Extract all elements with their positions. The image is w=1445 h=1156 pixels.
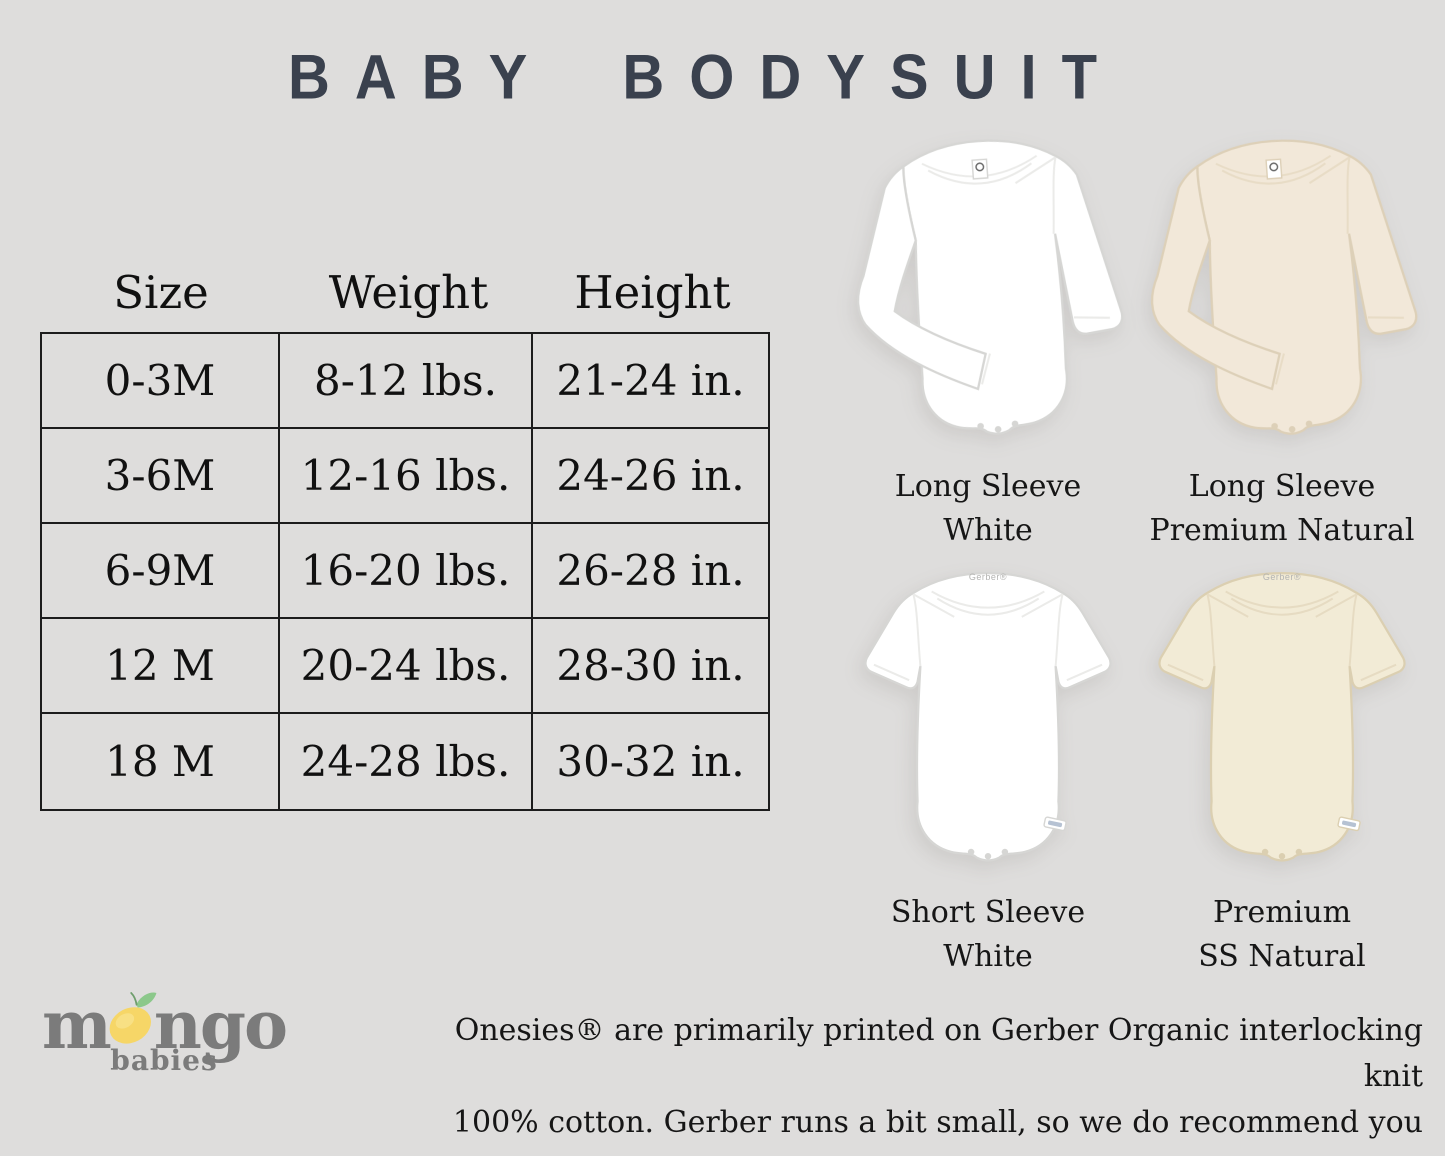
short-sleeve-bodysuit-illustration [1132,545,1432,883]
size-chart-header-row: Size Weight Height [40,252,770,332]
table-cell: 24-28 lbs. [280,714,533,809]
product-tile-long-sleeve-white: Long Sleeve White [838,112,1138,553]
product-label-line2: SS Natural [1198,939,1366,974]
product-label-line1: Premium [1212,895,1352,930]
footnote-line: 100% cotton. Gerber runs a bit small, so… [452,1105,1423,1156]
table-cell: 6-9M [42,524,280,619]
table-cell: 8-12 lbs. [280,334,533,429]
column-header-height: Height [574,265,731,319]
mango-icon [109,992,157,1044]
product-tile-short-sleeve-white: Gerber® Short Sleeve White [838,545,1138,979]
table-cell: 0-3M [42,334,280,429]
logo-tagline: babies [110,1044,218,1077]
brand-logo: m ngo babies [26,990,302,1077]
footnote: Onesies® are primarily printed on Gerber… [403,1008,1423,1156]
logo-text-after-fruit: ngo [153,986,288,1064]
product-tile-short-sleeve-premium-natural: Gerber® Premium SS Natural [1132,545,1432,979]
table-cell: 24-26 in. [533,429,768,524]
logo-text-before-fruit: m [42,986,112,1064]
short-sleeve-bodysuit-illustration [838,545,1138,883]
page-title: BABY BODYSUIT [287,42,1123,113]
column-header-weight: Weight [328,265,489,319]
logo-wordmark: m ngo [26,990,302,1060]
table-cell: 12-16 lbs. [280,429,533,524]
table-cell: 28-30 in. [533,619,768,714]
long-sleeve-bodysuit-illustration [1120,102,1443,467]
product-label-line2: White [943,939,1033,974]
size-chart: Size Weight Height 0-3M 8-12 lbs. 21-24 … [40,252,770,811]
table-cell: 20-24 lbs. [280,619,533,714]
table-cell: 12 M [42,619,280,714]
product-photo [838,112,1138,457]
product-label-line1: Long Sleeve [1188,469,1376,504]
long-sleeve-bodysuit-illustration [826,102,1149,467]
table-cell: 30-32 in. [556,737,745,786]
table-cell: 26-28 in. [533,524,768,619]
footnote-line: Onesies® are primarily printed on Gerber… [454,1013,1423,1094]
product-photo: Gerber® [838,545,1138,883]
product-tile-long-sleeve-premium-natural: Long Sleeve Premium Natural [1132,112,1432,553]
table-cell: 21-24 in. [533,334,768,429]
neck-brand-text: Gerber® [968,572,1008,582]
neck-brand-text: Gerber® [1262,572,1302,582]
table-cell: 3-6M [42,429,280,524]
product-photo: Gerber® [1132,545,1432,883]
size-chart-table: 0-3M 8-12 lbs. 21-24 in. 3-6M 12-16 lbs.… [40,332,770,811]
product-label-line2: White [943,513,1033,548]
table-cell: 16-20 lbs. [280,524,533,619]
product-photo [1132,112,1432,457]
column-header-size: Size [113,265,209,319]
product-label-line2: Premium Natural [1149,513,1415,548]
table-cell: 18 M [42,714,280,809]
product-label-line1: Short Sleeve [890,895,1086,930]
product-label-line1: Long Sleeve [894,469,1082,504]
